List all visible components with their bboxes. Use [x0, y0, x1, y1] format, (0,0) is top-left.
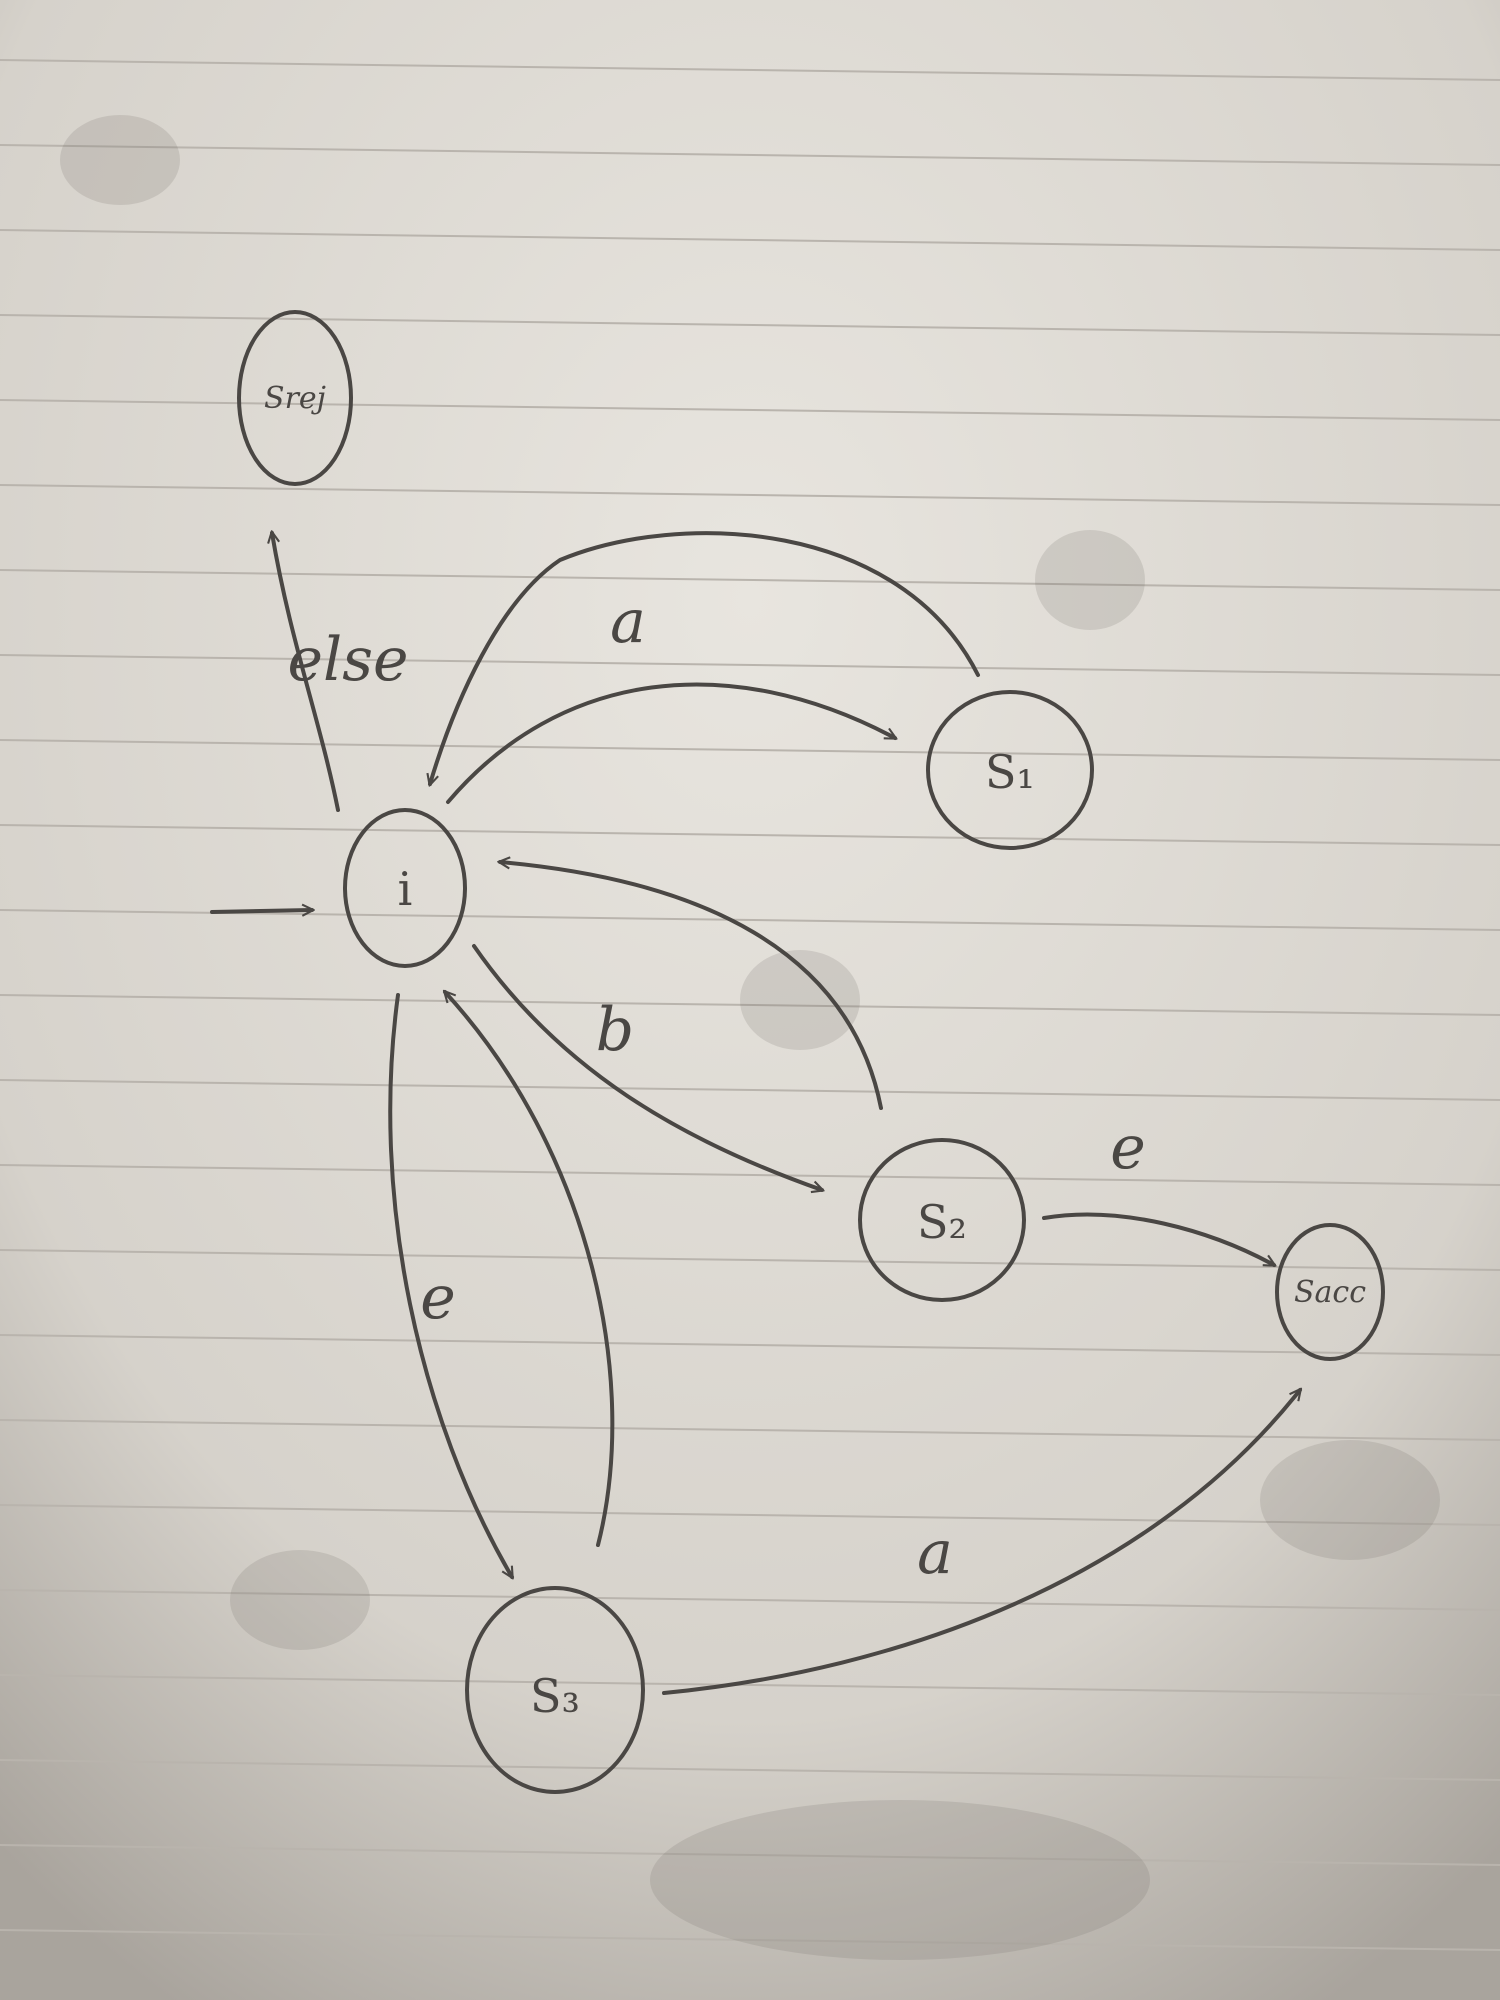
- edge-s1-to-i: [430, 531, 980, 784]
- edge-i-to-reject: [272, 533, 340, 812]
- edge-i-to-s3: [388, 993, 514, 1577]
- state-s2-label: S₂: [917, 1195, 967, 1249]
- label-i-to-s3: e: [420, 1263, 456, 1333]
- edge-i-to-s2: [472, 944, 822, 1190]
- label-i-to-s2: b: [596, 995, 634, 1065]
- paper-shadows: [60, 115, 1440, 1960]
- label-i-to-s1: a: [610, 587, 646, 657]
- state-start-label: i: [398, 862, 413, 916]
- start-arrow: [210, 910, 312, 912]
- state-s3: S₃: [465, 1586, 645, 1794]
- state-accept: Sacc: [1275, 1223, 1385, 1361]
- edge-i-to-s1: [446, 682, 895, 804]
- edge-s3-to-accept: [662, 1390, 1300, 1695]
- state-reject: Srej: [237, 310, 353, 486]
- state-s3-label: S₃: [530, 1669, 580, 1723]
- state-start: i: [343, 808, 467, 968]
- edge-s3-to-i: [445, 992, 615, 1547]
- state-s1-label: S₁: [985, 745, 1035, 799]
- state-s2: S₂: [858, 1138, 1026, 1302]
- ruled-lines: [0, 59, 1500, 1951]
- label-i-to-reject: else: [288, 625, 409, 695]
- state-reject-label: Srej: [264, 381, 326, 416]
- state-accept-label: Sacc: [1294, 1275, 1366, 1310]
- label-s3-to-accept: a: [917, 1518, 953, 1588]
- state-s1: S₁: [926, 690, 1094, 850]
- label-s2-to-accept: e: [1110, 1113, 1146, 1183]
- edge-s2-to-accept: [1042, 1212, 1274, 1267]
- edge-s2-to-i: [500, 862, 883, 1110]
